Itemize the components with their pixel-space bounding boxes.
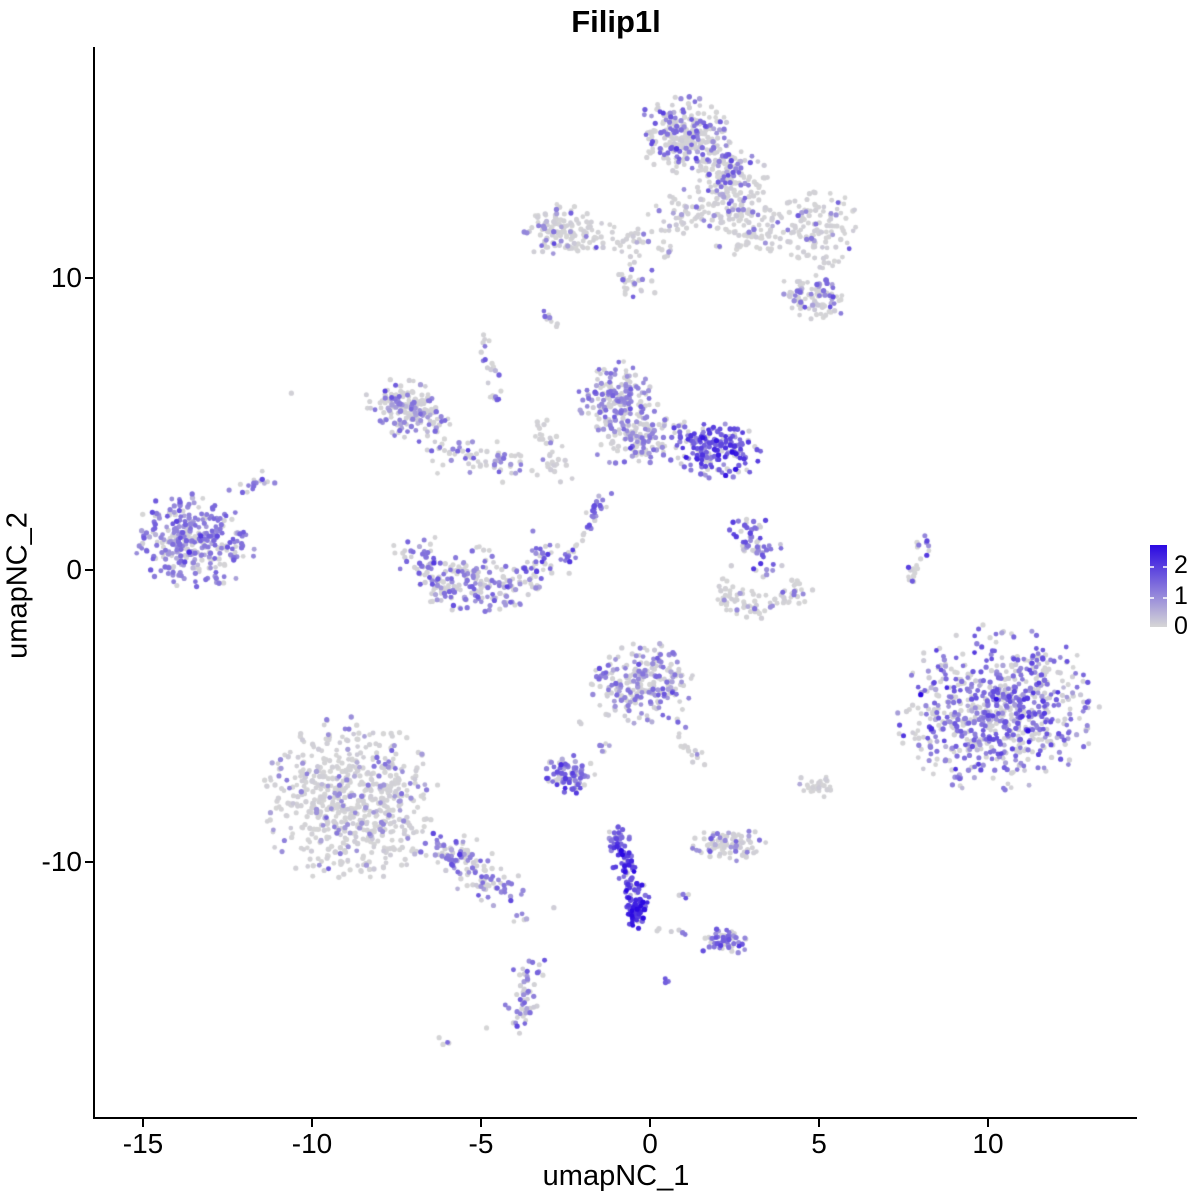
- x-tick-mark: [311, 1119, 313, 1127]
- x-tick-label: 5: [811, 1128, 827, 1159]
- legend-tick-label: 2: [1174, 551, 1188, 580]
- legend-bar-notch: [1163, 566, 1167, 569]
- x-tick-label: -15: [122, 1128, 164, 1159]
- y-tick-mark: [85, 277, 93, 279]
- legend-tick-label: 0: [1174, 612, 1188, 640]
- y-tick-mark: [85, 861, 93, 863]
- x-tick-mark: [987, 1119, 989, 1127]
- x-axis-title: umapNC_1: [542, 1160, 690, 1192]
- x-tick-label: 0: [642, 1128, 658, 1159]
- y-axis-title: umapNC_2: [1, 512, 34, 659]
- legend-tick-label: 1: [1174, 581, 1188, 610]
- legend-bar-notch: [1150, 566, 1154, 569]
- x-tick-mark: [480, 1119, 482, 1127]
- legend-bar-notch: [1150, 596, 1154, 599]
- x-tick-mark: [818, 1119, 820, 1127]
- y-axis-line: [93, 47, 95, 1119]
- x-tick-mark: [142, 1119, 144, 1127]
- y-tick-label: -10: [41, 846, 82, 877]
- y-tick-label: 10: [50, 262, 82, 293]
- x-tick-label: -10: [291, 1128, 333, 1159]
- x-tick-mark: [649, 1119, 651, 1127]
- x-tick-label: -5: [468, 1128, 494, 1159]
- y-tick-label: 0: [66, 554, 82, 585]
- y-tick-mark: [85, 569, 93, 571]
- legend-bar-notch: [1163, 596, 1167, 599]
- x-axis-line: [93, 1117, 1137, 1119]
- legend-gradient-bar: [1150, 545, 1167, 627]
- x-tick-label: 10: [972, 1128, 1004, 1159]
